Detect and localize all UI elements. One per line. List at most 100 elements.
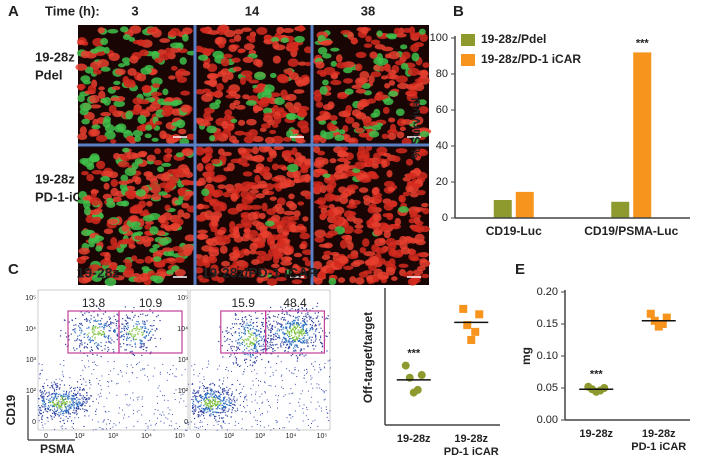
event — [91, 335, 93, 338]
event — [199, 421, 201, 423]
cell — [361, 149, 370, 158]
event — [292, 339, 294, 341]
event — [119, 370, 121, 372]
event — [95, 410, 97, 412]
flow-y-tick: 0 — [32, 419, 36, 426]
event — [97, 394, 99, 396]
event — [107, 361, 109, 363]
event — [267, 360, 270, 363]
cell — [266, 278, 278, 286]
event — [228, 401, 230, 403]
event — [134, 342, 136, 344]
cell — [216, 238, 226, 243]
cell — [287, 58, 299, 67]
event — [268, 316, 270, 318]
event — [74, 397, 76, 399]
event — [116, 335, 119, 337]
event — [203, 400, 206, 403]
event — [237, 343, 239, 345]
event — [254, 346, 256, 348]
event — [103, 406, 105, 408]
event — [205, 401, 208, 403]
event — [260, 321, 263, 324]
event — [202, 395, 204, 398]
cell — [366, 98, 377, 104]
event — [206, 403, 208, 405]
event — [192, 407, 194, 409]
event — [202, 411, 204, 414]
event — [204, 408, 206, 410]
event — [107, 324, 109, 326]
event — [306, 373, 308, 375]
cell — [351, 121, 360, 129]
event — [284, 327, 286, 329]
cell — [411, 52, 420, 62]
event — [204, 402, 206, 404]
event — [46, 416, 48, 419]
event — [63, 412, 65, 415]
event — [65, 393, 67, 395]
event — [113, 341, 115, 343]
event — [226, 386, 228, 388]
event — [297, 312, 299, 314]
event — [243, 339, 245, 341]
event — [231, 411, 233, 414]
event — [103, 419, 105, 421]
cell — [418, 99, 427, 106]
event — [88, 360, 90, 362]
cell — [222, 53, 233, 59]
event — [221, 388, 224, 391]
event — [298, 335, 300, 338]
event — [261, 313, 263, 315]
event — [72, 401, 74, 403]
event — [249, 364, 251, 366]
event — [282, 332, 284, 334]
event — [287, 351, 289, 353]
cell — [255, 193, 265, 199]
event — [99, 396, 101, 398]
cell — [416, 252, 425, 257]
event — [234, 410, 236, 412]
x-tick-label: CD19-Luc — [486, 224, 542, 238]
event — [53, 388, 55, 390]
event — [210, 389, 212, 391]
event — [219, 408, 221, 410]
event — [46, 392, 48, 394]
event — [255, 391, 257, 393]
event — [237, 364, 239, 366]
cell — [146, 154, 156, 162]
event — [209, 387, 211, 389]
event — [249, 343, 251, 345]
event — [239, 383, 241, 385]
event — [125, 427, 127, 429]
event — [206, 398, 208, 401]
event — [210, 389, 212, 391]
flow-x-tick: 0 — [196, 433, 200, 440]
event — [244, 329, 247, 331]
event — [257, 340, 260, 342]
event — [93, 343, 96, 345]
event — [64, 397, 66, 399]
event — [310, 401, 312, 403]
event — [64, 405, 66, 407]
event — [73, 412, 75, 414]
event — [259, 396, 261, 398]
event — [302, 340, 305, 342]
event — [57, 386, 59, 388]
event — [203, 376, 205, 378]
event — [180, 398, 182, 400]
event — [93, 311, 95, 313]
event — [107, 419, 109, 421]
event — [143, 330, 146, 332]
event — [309, 316, 311, 318]
event — [287, 322, 289, 324]
event — [293, 337, 295, 339]
event — [82, 403, 84, 405]
event — [252, 322, 254, 324]
event — [262, 317, 264, 320]
cell — [314, 236, 325, 243]
event — [276, 343, 278, 346]
event — [317, 320, 320, 322]
event — [307, 390, 309, 392]
cell — [387, 186, 396, 192]
